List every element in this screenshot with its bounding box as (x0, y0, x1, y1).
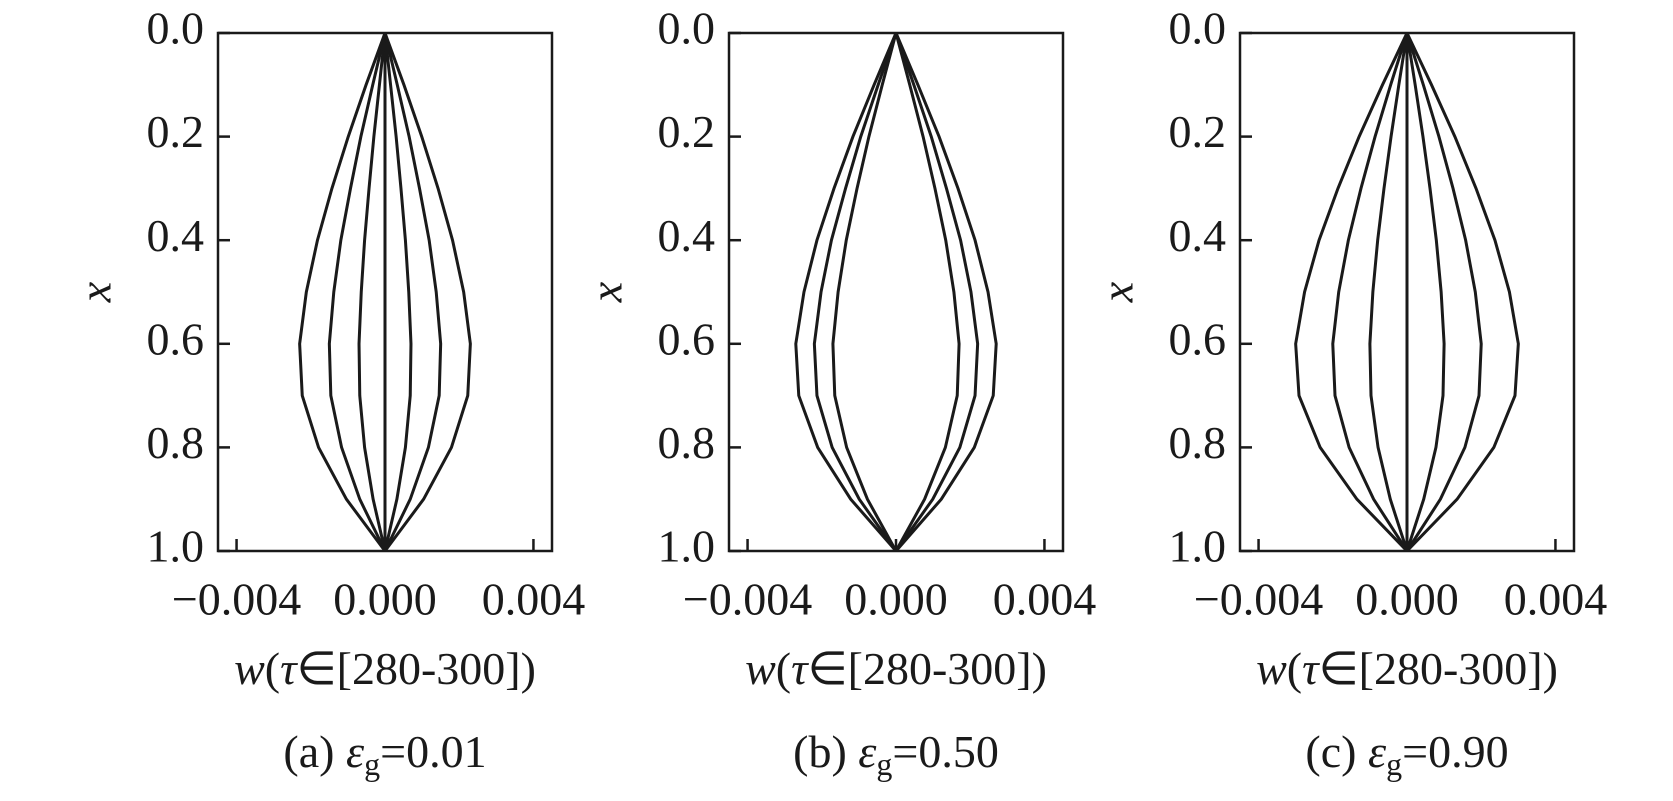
curve (1368, 32, 1409, 552)
x-tick-label: 0.004 (482, 574, 586, 625)
curve (1405, 32, 1446, 552)
x-axis-label-part: w (234, 643, 265, 694)
panel-caption: (b) εg=0.50 (793, 726, 999, 783)
x-tick-label: 0.004 (1504, 574, 1608, 625)
curve (1294, 32, 1409, 553)
curve (357, 32, 387, 552)
y-axis-label: x (581, 281, 632, 303)
x-axis-label-part: τ (791, 643, 809, 694)
curve (1405, 32, 1483, 552)
panel-caption: (c) εg=0.90 (1305, 726, 1508, 783)
plot-frame (727, 31, 1065, 553)
x-tick-label: 0.000 (844, 574, 948, 625)
x-axis-label: w(τ∈[280-300]) (234, 643, 536, 694)
y-tick-label: 0.2 (1169, 106, 1227, 157)
y-tick-label: 1.0 (147, 521, 205, 572)
x-axis-label-part: ( (776, 643, 791, 694)
caption-part: (b) (793, 726, 858, 777)
curve (812, 32, 898, 552)
y-tick-label: 0.0 (147, 3, 205, 54)
curve (794, 32, 898, 552)
x-tick-label: 0.000 (1355, 574, 1459, 625)
y-tick-label: 0.4 (658, 210, 716, 261)
curve (894, 32, 961, 552)
y-tick-label: 0.6 (658, 313, 716, 364)
caption-part: =0.50 (892, 726, 998, 777)
curve (894, 32, 980, 552)
caption-part: ε (858, 726, 877, 777)
caption-part: (c) (1305, 726, 1368, 777)
curve (383, 32, 443, 552)
y-tick-label: 0.0 (658, 3, 716, 54)
curve (1331, 32, 1409, 552)
curve (298, 32, 387, 552)
x-tick-label: 0.000 (333, 574, 437, 625)
caption-part: =0.01 (380, 726, 486, 777)
y-tick-label: 1.0 (658, 521, 716, 572)
y-tick-label: 0.2 (147, 106, 205, 157)
y-tick-label: 0.6 (1169, 313, 1227, 364)
curve (383, 32, 413, 552)
x-tick-label: −0.004 (172, 574, 301, 625)
y-tick-label: 0.0 (1169, 3, 1227, 54)
curve (831, 32, 898, 552)
caption-part: g (364, 746, 380, 782)
caption-part: g (876, 746, 892, 782)
x-axis-label-part: ( (1287, 643, 1302, 694)
y-axis-label: x (70, 281, 121, 303)
x-axis-label-part: τ (280, 643, 298, 694)
y-tick-label: 0.4 (147, 210, 205, 261)
x-axis-label-part: ∈[280-300]) (808, 643, 1047, 694)
y-tick-label: 0.8 (1169, 417, 1227, 468)
x-axis-label-part: ∈[280-300]) (1319, 643, 1558, 694)
x-tick-label: 0.004 (993, 574, 1097, 625)
x-axis-label-part: w (745, 643, 776, 694)
curve (1405, 32, 1520, 553)
x-axis-label-part: ∈[280-300]) (297, 643, 536, 694)
y-tick-label: 0.4 (1169, 210, 1227, 261)
caption-part: ε (1368, 726, 1387, 777)
x-tick-label: −0.004 (683, 574, 812, 625)
y-tick-label: 0.8 (658, 417, 716, 468)
y-tick-label: 1.0 (1169, 521, 1227, 572)
caption-part: g (1386, 746, 1402, 782)
x-axis-label: w(τ∈[280-300]) (745, 643, 1047, 694)
curve (894, 32, 998, 552)
y-tick-label: 0.2 (658, 106, 716, 157)
x-axis-label-part: τ (1302, 643, 1320, 694)
x-tick-label: −0.004 (1194, 574, 1323, 625)
caption-part: =0.90 (1402, 726, 1508, 777)
x-axis-label-part: w (1256, 643, 1287, 694)
curve (327, 32, 387, 552)
caption-part: (a) (283, 726, 346, 777)
y-tick-label: 0.8 (147, 417, 205, 468)
caption-part: ε (346, 726, 365, 777)
curve (383, 32, 472, 552)
x-axis-label-part: ( (265, 643, 280, 694)
y-tick-label: 0.6 (147, 313, 205, 364)
panel-caption: (a) εg=0.01 (283, 726, 486, 783)
x-axis-label: w(τ∈[280-300]) (1256, 643, 1558, 694)
y-axis-label: x (1092, 281, 1143, 303)
